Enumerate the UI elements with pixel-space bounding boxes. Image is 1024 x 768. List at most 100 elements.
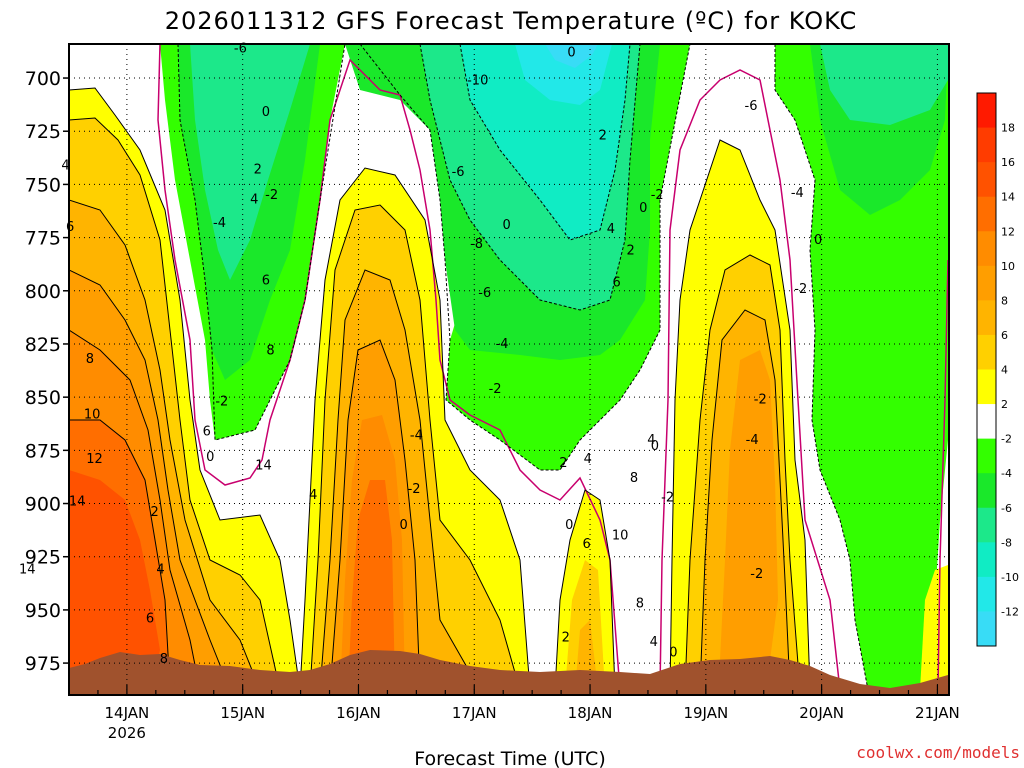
contour-label: -2 [750, 567, 763, 582]
contour-label: -2 [754, 392, 767, 407]
colorbar-label: -12 [1001, 605, 1019, 618]
x-tick-label: 16JAN [336, 704, 381, 722]
contour-label: -4 [746, 433, 759, 448]
colorbar-swatch [977, 611, 996, 647]
colorbar-frame [976, 92, 997, 647]
contour-label: -2 [489, 382, 502, 397]
contour-plus4-d [684, 254, 801, 691]
y-axis: 700 725 750 775 800 825 850 875 900 925 950 975 [25, 68, 69, 675]
colorbar-label: 16 [1001, 156, 1015, 169]
contour-zero-c [937, 259, 949, 691]
contour-label: -2 [265, 188, 278, 203]
contour-label: 6 [262, 273, 270, 288]
warm-region-d-8 [720, 350, 778, 660]
y-tick-label: 750 [25, 174, 61, 196]
contour-label: 0 [399, 518, 407, 533]
contour-label: 14 [19, 563, 36, 578]
contour-label: 14 [69, 495, 86, 510]
y-tick-label: 900 [25, 494, 61, 516]
chart-title: 2026011312 GFS Forecast Temperature (ºC)… [165, 7, 858, 35]
plot-frame [68, 43, 950, 696]
contour-label: 8 [160, 652, 168, 667]
contour-lines [69, 44, 949, 691]
contour-label: 4 [61, 158, 69, 173]
contour-plus8-a [69, 269, 231, 691]
contour-label: 2 [254, 163, 262, 178]
contour-plus4-a [69, 117, 281, 691]
y-tick-label: 800 [25, 281, 61, 303]
x-tick-label: 18JAN [568, 704, 613, 722]
colorbar-swatch [977, 404, 996, 440]
contour-label: 4 [309, 488, 317, 503]
contour-label: -2 [215, 395, 228, 410]
contour-label: 0 [567, 46, 575, 61]
contour-label: 0 [503, 218, 511, 233]
warm-region-14 [69, 470, 160, 690]
y-tick-label: 875 [25, 440, 61, 462]
y-tick-label: 850 [25, 387, 61, 409]
colorbar-swatch [977, 93, 996, 129]
contour-label: 6 [613, 275, 621, 290]
contour-label: 2 [562, 631, 570, 646]
warm-region-e-2 [920, 565, 948, 690]
contour-plus10-a [69, 329, 201, 691]
colorbar-swatch [977, 507, 996, 543]
contour-label: 2 [599, 129, 607, 144]
contour-label: -4 [791, 186, 804, 201]
colorbar-swatch [977, 473, 996, 509]
warm-region-b-12 [348, 480, 395, 690]
colorbar-label: 14 [1001, 191, 1015, 204]
colorbar-swatch [977, 300, 996, 336]
colorbar-swatch [977, 162, 996, 198]
grid [69, 44, 949, 695]
contour-label: 0 [206, 450, 214, 465]
colorbar-label: -6 [1001, 502, 1012, 515]
x-tick-label: 17JAN [452, 704, 497, 722]
contour-label: -2 [408, 482, 421, 497]
contour-label: -2 [794, 282, 807, 297]
contour-plus2-a [69, 87, 301, 691]
colorbar-label: 12 [1001, 225, 1015, 238]
contour-plus2-c [554, 489, 616, 691]
contour-label: 6 [203, 424, 211, 439]
cold-region-minus2-c [775, 44, 948, 690]
contour-label: 8 [630, 471, 638, 486]
colorbar-label: -2 [1001, 433, 1012, 446]
contour-plus12-a [69, 419, 171, 691]
contour-label: 2 [626, 243, 634, 258]
contour-plus2-d [669, 139, 811, 691]
contour-label: -8 [470, 237, 483, 252]
colorbar-swatch [977, 265, 996, 301]
colorbar-swatch [977, 542, 996, 578]
cold-region-minus10 [515, 44, 612, 105]
y-tick-label: 700 [25, 68, 61, 90]
contour-label: 2 [151, 505, 159, 520]
x-axis-title: Forecast Time (UTC) [414, 748, 605, 768]
colorbar-label: -4 [1001, 467, 1012, 480]
contour-label: -6 [745, 99, 758, 114]
contour-label: 8 [636, 597, 644, 612]
contour-minus8 [459, 44, 631, 241]
y-tick-label: 825 [25, 334, 61, 356]
contour-label: 4 [647, 433, 655, 448]
y-tick-label: 950 [25, 600, 61, 622]
colorbar-swatch [977, 127, 996, 163]
contour-zero-b [659, 69, 841, 691]
contour-label: 6 [146, 612, 154, 627]
colorbar-swatch [977, 196, 996, 232]
x-tick-label: 21JAN [915, 704, 960, 722]
contour-label: 10 [84, 407, 101, 422]
contour-label: -4 [496, 337, 509, 352]
x-tick-label: 19JAN [683, 704, 728, 722]
colorbar-swatch [977, 369, 996, 405]
contour-minus6-a [419, 44, 641, 311]
colorbar-label: 8 [1001, 294, 1008, 307]
contour-plus6-b [319, 269, 481, 691]
contour-label: -6 [234, 41, 247, 56]
contour-label: -6 [478, 286, 491, 301]
contour-minus2-c [774, 44, 869, 691]
colorbar-swatch [977, 334, 996, 370]
colorbar-label: 10 [1001, 260, 1015, 273]
credit-text: coolwx.com/models [856, 743, 1020, 762]
